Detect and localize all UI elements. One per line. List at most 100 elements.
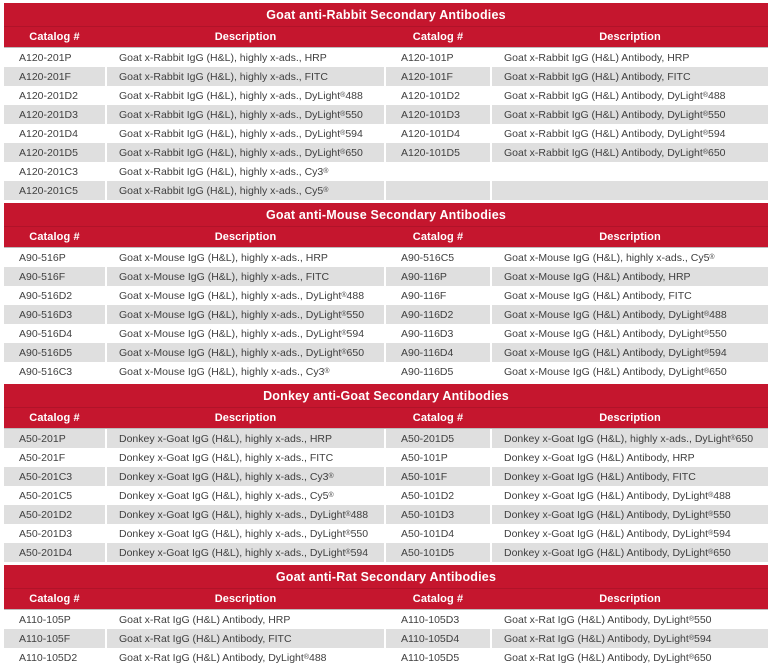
catalog-cell: A90-116D4 — [386, 343, 490, 362]
description-cell: Goat x-Rat IgG (H&L) Antibody, DyLight ® … — [492, 610, 768, 629]
description-cell: Goat x-Mouse IgG (H&L), highly x-ads., D… — [107, 286, 384, 305]
catalog-cell: A90-516D2 — [4, 286, 105, 305]
catalog-cell: A120-201C3 — [4, 162, 105, 181]
description-cell: Donkey x-Goat IgG (H&L), highly x-ads., … — [492, 429, 768, 448]
table-row: A50-201P Donkey x-Goat IgG (H&L), highly … — [4, 429, 768, 448]
table-row: A120-201D5 Goat x-Rabbit IgG (H&L), highl… — [4, 143, 768, 162]
description-cell: Donkey x-Goat IgG (H&L), highly x-ads., … — [107, 467, 384, 486]
catalog-cell: A50-101P — [386, 448, 490, 467]
catalog-cell: A120-201D4 — [4, 124, 105, 143]
catalog-cell: A110-105P — [4, 610, 105, 629]
table-body: A120-201P Goat x-Rabbit IgG (H&L), highly… — [4, 48, 768, 200]
section-title: Goat anti-Rat Secondary Antibodies — [4, 565, 768, 589]
column-header-description-left: Description — [214, 593, 277, 605]
description-cell: Goat x-Mouse IgG (H&L), highly x-ads., D… — [107, 305, 384, 324]
catalog-cell: A50-101D2 — [386, 486, 490, 505]
catalog-cell: A120-101F — [386, 67, 490, 86]
description-cell: Donkey x-Goat IgG (H&L), highly x-ads., … — [107, 486, 384, 505]
catalog-cell: A120-101D5 — [386, 143, 490, 162]
table-row: A50-201C3 Donkey x-Goat IgG (H&L), highly… — [4, 467, 768, 486]
table-row: A50-201D3 Donkey x-Goat IgG (H&L), highly… — [4, 524, 768, 543]
catalog-cell: A110-105D5 — [386, 648, 490, 667]
table-row: A120-201C5 Goat x-Rabbit IgG (H&L), highl… — [4, 181, 768, 200]
catalog-cell: A90-516D3 — [4, 305, 105, 324]
catalog-cell: A120-201C5 — [4, 181, 105, 200]
catalog-cell: A50-101D5 — [386, 543, 490, 562]
catalog-cell: A50-101D4 — [386, 524, 490, 543]
description-cell: Goat x-Rat IgG (H&L) Antibody, DyLight ® … — [107, 648, 384, 667]
column-header-description-right: Description — [599, 593, 661, 605]
description-cell: Goat x-Rabbit IgG (H&L) Antibody, DyLigh… — [492, 86, 768, 105]
description-cell: Donkey x-Goat IgG (H&L) Antibody, FITC — [492, 467, 768, 486]
catalog-cell: A90-116F — [386, 286, 490, 305]
description-cell: Goat x-Mouse IgG (H&L) Antibody, DyLight… — [492, 343, 768, 362]
catalog-cell — [386, 162, 490, 181]
description-cell: Goat x-Rat IgG (H&L) Antibody, HRP — [107, 610, 384, 629]
catalog-cell: A120-201D5 — [4, 143, 105, 162]
table-row: A50-201F Donkey x-Goat IgG (H&L), highly … — [4, 448, 768, 467]
catalog-cell: A50-101F — [386, 467, 490, 486]
column-header-catalog-left: Catalog # — [29, 593, 80, 605]
catalog-cell: A120-101D3 — [386, 105, 490, 124]
table-row: A50-201D2 Donkey x-Goat IgG (H&L), highly… — [4, 505, 768, 524]
description-cell: Goat x-Mouse IgG (H&L) Antibody, FITC — [492, 286, 768, 305]
catalog-cell: A90-516P — [4, 248, 105, 267]
description-cell: Goat x-Mouse IgG (H&L) Antibody, DyLight… — [492, 324, 768, 343]
catalog-cell: A50-201D5 — [386, 429, 490, 448]
table-row: A120-201D3 Goat x-Rabbit IgG (H&L), highl… — [4, 105, 768, 124]
column-header-catalog-right: Catalog # — [412, 231, 464, 243]
catalog-cell — [386, 181, 490, 200]
table-row: A90-516C3 Goat x-Mouse IgG (H&L), highly … — [4, 362, 768, 381]
description-cell: Goat x-Rabbit IgG (H&L) Antibody, DyLigh… — [492, 105, 768, 124]
table-row: A90-516F Goat x-Mouse IgG (H&L), highly x… — [4, 267, 768, 286]
column-header-description-right: Description — [599, 412, 661, 424]
description-cell: Goat x-Mouse IgG (H&L) Antibody, DyLight… — [492, 305, 768, 324]
description-cell: Goat x-Mouse IgG (H&L) Antibody, HRP — [492, 267, 768, 286]
column-header-catalog-left: Catalog # — [29, 412, 80, 424]
description-cell: Goat x-Mouse IgG (H&L), highly x-ads., H… — [107, 248, 384, 267]
catalog-cell: A110-105D2 — [4, 648, 105, 667]
description-cell: Goat x-Mouse IgG (H&L) Antibody, DyLight… — [492, 362, 768, 381]
catalog-cell: A50-201C5 — [4, 486, 105, 505]
table-body: A50-201P Donkey x-Goat IgG (H&L), highly … — [4, 429, 768, 562]
catalog-cell: A90-116P — [386, 267, 490, 286]
description-cell: Goat x-Mouse IgG (H&L), highly x-ads., C… — [492, 248, 768, 267]
column-header-row: Catalog # Description Catalog # Description — [4, 589, 768, 609]
catalog-cell: A120-201D3 — [4, 105, 105, 124]
antibody-table-section: Goat anti-Mouse Secondary Antibodies Cat… — [4, 203, 768, 381]
catalog-cell: A50-201C3 — [4, 467, 105, 486]
description-cell: Goat x-Mouse IgG (H&L), highly x-ads., D… — [107, 343, 384, 362]
description-cell: Goat x-Rat IgG (H&L) Antibody, DyLight ® … — [492, 648, 768, 667]
description-cell — [492, 162, 768, 181]
catalog-cell: A120-201D2 — [4, 86, 105, 105]
description-cell: Goat x-Rabbit IgG (H&L), highly x-ads., … — [107, 162, 384, 181]
description-cell: Goat x-Rabbit IgG (H&L), highly x-ads., … — [107, 143, 384, 162]
description-cell: Goat x-Rabbit IgG (H&L), highly x-ads., … — [107, 105, 384, 124]
section-title: Goat anti-Rabbit Secondary Antibodies — [4, 3, 768, 27]
catalog-cell: A50-201P — [4, 429, 105, 448]
description-cell: Goat x-Rat IgG (H&L) Antibody, FITC — [107, 629, 384, 648]
catalog-cell: A90-516D5 — [4, 343, 105, 362]
antibody-table-section: Donkey anti-Goat Secondary Antibodies Ca… — [4, 384, 768, 562]
description-cell: Donkey x-Goat IgG (H&L) Antibody, HRP — [492, 448, 768, 467]
antibody-table-section: Goat anti-Rat Secondary Antibodies Catal… — [4, 565, 768, 667]
description-cell: Donkey x-Goat IgG (H&L), highly x-ads., … — [107, 505, 384, 524]
catalog-cell: A120-101D4 — [386, 124, 490, 143]
table-row: A120-201F Goat x-Rabbit IgG (H&L), highly… — [4, 67, 768, 86]
catalog-cell: A120-201P — [4, 48, 105, 67]
table-row: A90-516D2 Goat x-Mouse IgG (H&L), highly … — [4, 286, 768, 305]
catalog-cell: A120-101D2 — [386, 86, 490, 105]
catalog-tables: Goat anti-Rabbit Secondary Antibodies Ca… — [4, 3, 768, 667]
description-cell: Donkey x-Goat IgG (H&L), highly x-ads., … — [107, 543, 384, 562]
description-cell — [492, 181, 768, 200]
description-cell: Donkey x-Goat IgG (H&L) Antibody, DyLigh… — [492, 486, 768, 505]
column-header-catalog-right: Catalog # — [412, 412, 464, 424]
catalog-cell: A50-201D2 — [4, 505, 105, 524]
catalog-cell: A120-101P — [386, 48, 490, 67]
catalog-cell: A90-116D2 — [386, 305, 490, 324]
description-cell: Goat x-Rat IgG (H&L) Antibody, DyLight ® … — [492, 629, 768, 648]
description-cell: Goat x-Rabbit IgG (H&L), highly x-ads., … — [107, 181, 384, 200]
table-row: A90-516D3 Goat x-Mouse IgG (H&L), highly … — [4, 305, 768, 324]
column-header-description-right: Description — [599, 231, 661, 243]
section-header-bar: Goat anti-Rat Secondary Antibodies Catal… — [4, 565, 768, 610]
